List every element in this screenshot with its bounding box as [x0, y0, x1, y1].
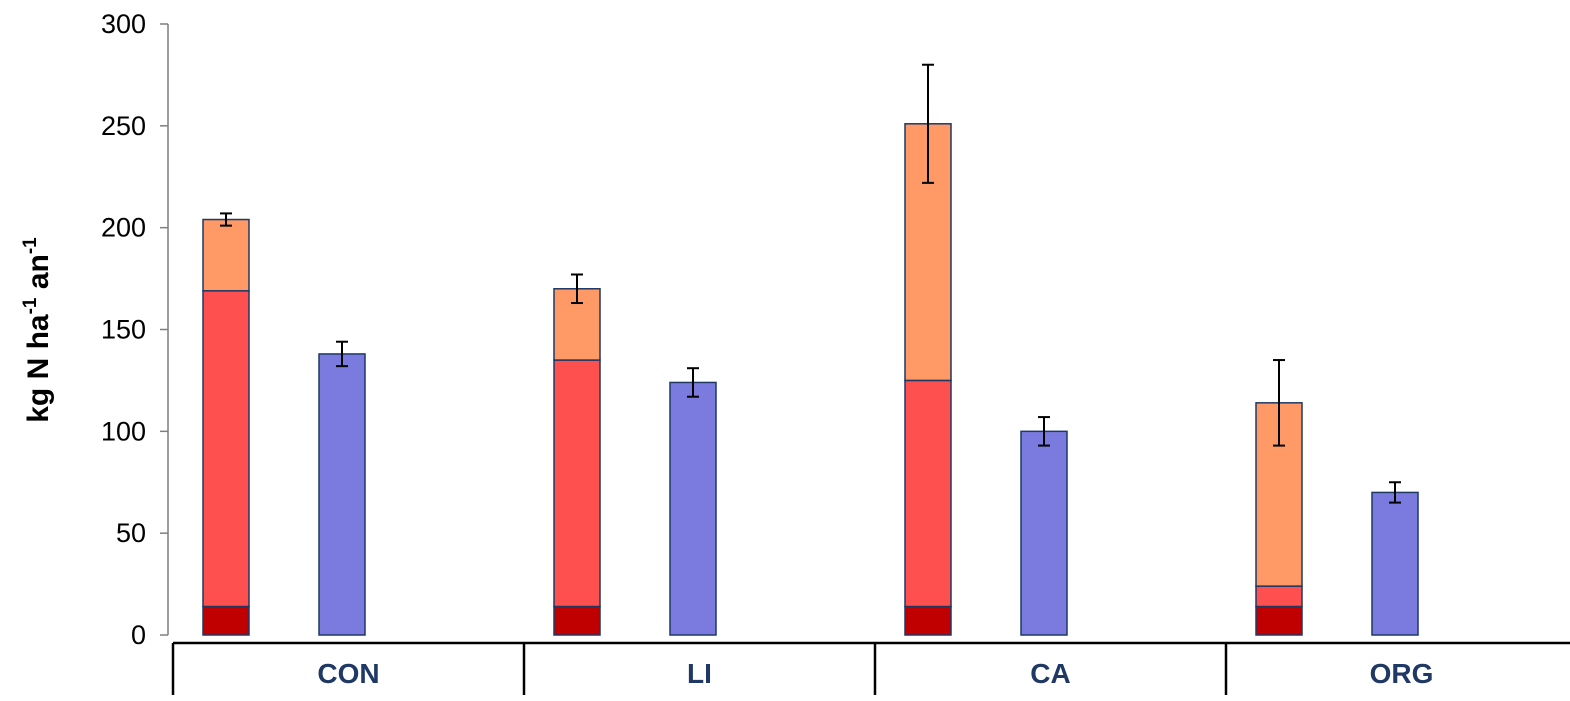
y-tick-label: 300 — [101, 9, 146, 39]
bar-segment-red — [1255, 585, 1303, 608]
y-axis-label-mid: an — [22, 254, 55, 297]
error-bars — [220, 63, 1401, 504]
y-tick-label: 200 — [101, 213, 146, 243]
y-tick-label: 50 — [116, 518, 146, 548]
tick-labels: 0 50 100 150 200 250 300 CON LI CA ORG — [101, 9, 1433, 689]
bar-segment-red — [202, 290, 250, 608]
y-axis-label-exp1: -1 — [20, 297, 41, 314]
category-label: LI — [687, 658, 712, 689]
bar-segment-dark-red — [553, 605, 601, 636]
bar-segment-orange — [553, 288, 601, 361]
category-label: CA — [1030, 658, 1070, 689]
svg-text:kg N ha-1 an-1: kg N ha-1 an-1 — [20, 237, 55, 423]
bar-blue — [1020, 430, 1068, 636]
bar-blue — [318, 353, 366, 636]
y-axis-label-exp2: -1 — [20, 237, 41, 254]
axes — [160, 23, 1570, 695]
y-axis-label-base: kg N ha — [22, 314, 55, 423]
bar-segment-orange — [904, 123, 952, 382]
bar-blue — [669, 381, 717, 636]
bar-blue — [1371, 491, 1419, 636]
y-axis-label: kg N ha-1 an-1 — [20, 237, 55, 423]
category-label: ORG — [1370, 658, 1434, 689]
bar-segment-dark-red — [202, 605, 250, 636]
category-label: CON — [317, 658, 379, 689]
bar-segment-red — [553, 359, 601, 608]
y-tick-label: 150 — [101, 315, 146, 345]
bars — [202, 123, 1419, 636]
bar-segment-dark-red — [1255, 605, 1303, 636]
y-tick-label: 0 — [131, 620, 146, 650]
bar-segment-orange — [202, 218, 250, 292]
y-tick-label: 100 — [101, 416, 146, 446]
bar-segment-red — [904, 379, 952, 608]
bar-segment-dark-red — [904, 605, 952, 636]
y-tick-label: 250 — [101, 111, 146, 141]
